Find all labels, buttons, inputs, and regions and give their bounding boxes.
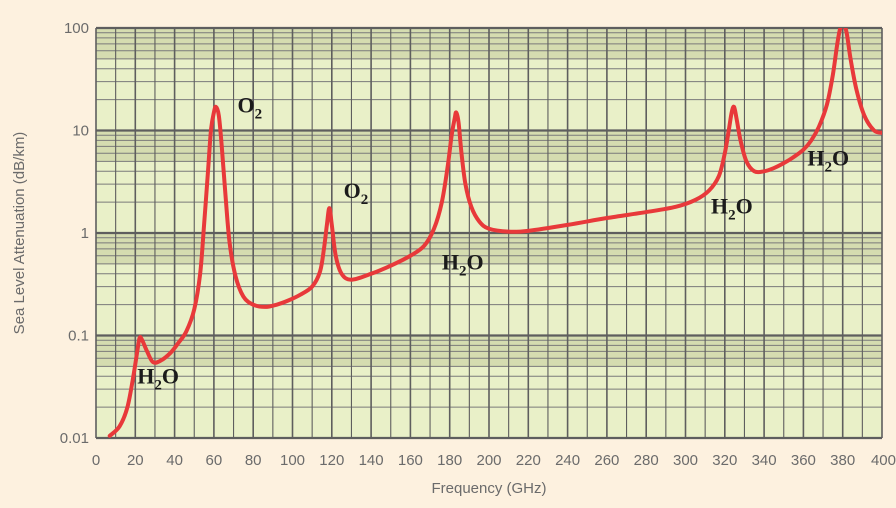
peak-annotation: H2O [442,250,484,280]
peak-annotation: O2 [237,92,262,122]
x-tick-label: 200 [476,452,501,469]
x-tick-label: 120 [319,452,344,469]
peak-annotation: H2O [137,364,179,394]
peak-annotation: O2 [344,178,369,208]
x-axis-title: Frequency (GHz) [431,480,546,497]
x-tick-label: 20 [127,452,144,469]
x-tick-label: 140 [359,452,384,469]
x-tick-label: 180 [437,452,462,469]
x-tick-label: 80 [245,452,262,469]
annotations-layer: H2O O2 O2 H2O H2O H2O [137,92,849,393]
y-axis-title: Sea Level Attenuation (dB/km) [11,132,28,335]
x-tick-label: 100 [280,452,305,469]
y-tick-label: 100 [64,20,89,37]
major-gridlines [95,26,883,440]
attenuation-curve [107,28,882,438]
x-tick-label: 240 [555,452,580,469]
peak-annotation: H2O [711,193,753,223]
series-layer [107,28,882,438]
x-tick-label: 360 [791,452,816,469]
x-tick-label: 340 [752,452,777,469]
y-tick-label: 1 [81,225,89,242]
y-tick-label: 10 [72,123,89,140]
y-tick-labels: 0.01 0.1 1 10 100 [60,20,89,447]
x-tick-label: 40 [166,452,183,469]
x-tick-label: 400 [871,452,896,469]
x-tick-labels: 0 20 40 60 80 100 120 140 160 180 200 220 240 260 280 3… [92,452,896,469]
y-tick-label: 0.01 [60,430,89,447]
x-tick-label: 60 [206,452,223,469]
x-tick-label: 280 [634,452,659,469]
x-tick-label: 260 [594,452,619,469]
x-tick-label: 300 [673,452,698,469]
x-tick-label: 320 [712,452,737,469]
x-tick-label: 0 [92,452,100,469]
peak-annotation: H2O [807,146,849,176]
x-tick-label: 160 [398,452,423,469]
x-tick-label: 220 [516,452,541,469]
x-tick-label: 380 [830,452,855,469]
y-tick-label: 0.1 [68,328,89,345]
